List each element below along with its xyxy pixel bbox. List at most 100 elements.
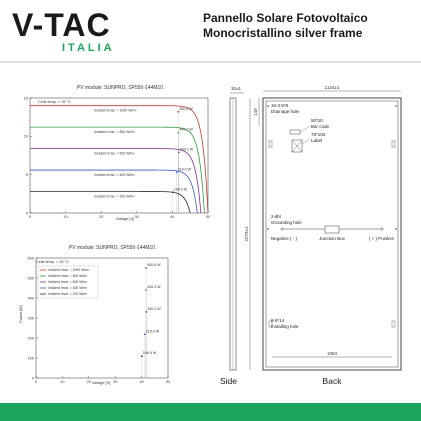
y-tick-label: 5 bbox=[26, 173, 28, 177]
x-tick-label: 40 bbox=[170, 215, 174, 219]
power-data-label: 440.2 W bbox=[147, 285, 161, 289]
installing-label: Installing hole bbox=[271, 324, 299, 329]
curves-panel: PV module: SUNPRO, SP550-144M10 Cells te… bbox=[8, 66, 216, 396]
installing-hole-top-right bbox=[391, 140, 396, 148]
pv-x-axis-label: Voltage [V] bbox=[92, 381, 110, 385]
x-tick-label: 50 bbox=[206, 215, 210, 219]
x-tick-label: 0 bbox=[29, 215, 31, 219]
installing-code: 8-9*14 bbox=[271, 318, 285, 323]
pv-legend-label: Incident Irrad. = 800 W/m² bbox=[48, 274, 88, 278]
back-label: Back bbox=[323, 376, 343, 386]
dim-height: 2279±1 bbox=[244, 226, 249, 241]
pv-chart-title: PV module: SUNPRO, SP550-144M10 bbox=[69, 245, 155, 251]
series-line bbox=[30, 191, 191, 214]
installing-hole-left bbox=[268, 320, 273, 328]
dimension-drawing: Side 30±1 2279±1 149 bbox=[214, 66, 417, 396]
back-frame bbox=[262, 97, 402, 371]
positive-label: ( + ) Positive bbox=[369, 236, 395, 241]
label-code: 76*102 bbox=[311, 132, 326, 137]
dim-inner: 1084 bbox=[327, 351, 338, 356]
logo-text: V-TAC bbox=[12, 7, 111, 43]
power-data-label: 440.2 W bbox=[179, 128, 193, 132]
label-box bbox=[291, 139, 303, 153]
barcode-leader bbox=[299, 125, 311, 133]
plot-frame bbox=[29, 97, 209, 214]
series-line bbox=[30, 148, 202, 214]
negative-terminal bbox=[280, 227, 284, 231]
power-data-label: 330.2 W bbox=[180, 147, 194, 151]
barcode-code: 50*10 bbox=[311, 118, 323, 123]
x-tick-label: 30 bbox=[113, 380, 117, 384]
y-tick-label: 10 bbox=[24, 135, 28, 139]
mpp-point bbox=[145, 311, 148, 313]
back-view bbox=[262, 97, 402, 371]
pv-legend-label: Incident Irrad. = 200 W/m² bbox=[48, 292, 88, 296]
junction-label: Junction Box bbox=[319, 236, 346, 241]
y-tick-label: 300 bbox=[28, 316, 34, 320]
series-line bbox=[30, 126, 205, 214]
mpp-point bbox=[143, 333, 146, 336]
iv-chart-bg bbox=[8, 66, 216, 226]
iv-legend-label: Incident Irrad. = 600 W/m² bbox=[94, 152, 135, 156]
x-tick-label: 30 bbox=[135, 215, 139, 219]
installing-hole-top-left bbox=[268, 140, 273, 148]
grounding-hole-right bbox=[394, 227, 397, 230]
vtac-logo: V-TAC ITALIA bbox=[12, 7, 115, 54]
negative-label: Negative ( - ) bbox=[271, 236, 298, 241]
drainage-label: Drainage hole bbox=[271, 109, 300, 114]
pv-chart-bg bbox=[8, 226, 216, 396]
pv-legend bbox=[37, 265, 99, 299]
barcode-label: Bar code bbox=[311, 124, 330, 129]
back-frame-inner bbox=[265, 100, 399, 368]
side-view bbox=[229, 97, 237, 371]
iv-legend-label: Incident Irrad. = 200 W/m² bbox=[94, 195, 135, 199]
power-data-label: 550.6 W bbox=[147, 263, 161, 267]
drawing-bg bbox=[214, 66, 417, 396]
pv-y-axis-label: Power [W] bbox=[19, 305, 23, 323]
y-tick-label: 100 bbox=[28, 356, 34, 360]
grounding-hole-left bbox=[267, 227, 270, 230]
label-label: Label bbox=[311, 138, 322, 143]
pv-curve-chart: PV module: SUNPRO, SP550-144M10 Cells te… bbox=[8, 226, 216, 396]
y-tick-label: 15 bbox=[24, 96, 28, 100]
side-label: Side bbox=[220, 376, 237, 386]
iv-legend-label: Incident Irrad. = 800 W/m² bbox=[94, 130, 135, 134]
y-tick-label: 500 bbox=[28, 276, 34, 280]
dim-top-small: 30±1 bbox=[231, 86, 241, 91]
x-tick-label: 20 bbox=[87, 380, 91, 384]
footer-accent-bar bbox=[0, 403, 421, 421]
installing-hole-right bbox=[391, 320, 396, 328]
iv-x-axis-label: Voltage [V] bbox=[116, 217, 134, 221]
title-line-2: Monocristallino silver frame bbox=[203, 26, 363, 40]
power-data-label: 108.9 W bbox=[174, 187, 188, 191]
junction-box bbox=[324, 225, 340, 234]
y-tick-label: 0 bbox=[26, 211, 28, 215]
iv-legend-label: Incident Irrad. = 400 W/m² bbox=[94, 173, 135, 177]
drainage-hole-right bbox=[394, 105, 397, 108]
power-data-label: 108.9 W bbox=[143, 351, 157, 355]
header-divider bbox=[0, 61, 421, 63]
drainage-code: 16-3.5*8 bbox=[271, 103, 289, 108]
pv-legend-label: Incident Irrad. = 600 W/m² bbox=[48, 280, 88, 284]
mpp-point bbox=[145, 289, 147, 291]
label-leader bbox=[301, 138, 311, 145]
y-tick-label: 600 bbox=[28, 256, 34, 260]
power-data-label: 218.0 W bbox=[146, 329, 160, 333]
title-line-1: Pannello Solare Fotovoltaico bbox=[203, 11, 368, 25]
x-tick-label: 40 bbox=[139, 380, 143, 384]
x-tick-label: 50 bbox=[166, 380, 170, 384]
drawing-svg: Side 30±1 2279±1 149 bbox=[214, 66, 417, 396]
iv-plot-area: 0 10 20 30 40 50 0 5 10 15 550.6 W 440.2 W 330.2 W 21… bbox=[24, 96, 210, 219]
logo-subtext: ITALIA bbox=[62, 42, 115, 54]
series-line bbox=[30, 169, 198, 214]
power-data-label: 218.0 W bbox=[178, 167, 192, 171]
x-tick-label: 10 bbox=[63, 215, 67, 219]
pv-legend-label: Incident Irrad. = 1000 W/m² bbox=[48, 268, 90, 272]
page-title: Pannello Solare Fotovoltaico Monocristal… bbox=[203, 11, 368, 41]
positive-terminal bbox=[380, 227, 384, 231]
iv-legend-label: Incident Irrad. = 1000 W/m² bbox=[94, 109, 137, 113]
y-tick-label: 200 bbox=[28, 336, 34, 340]
y-tick-label: 0 bbox=[32, 376, 34, 380]
label-box-cross-2 bbox=[291, 139, 303, 153]
